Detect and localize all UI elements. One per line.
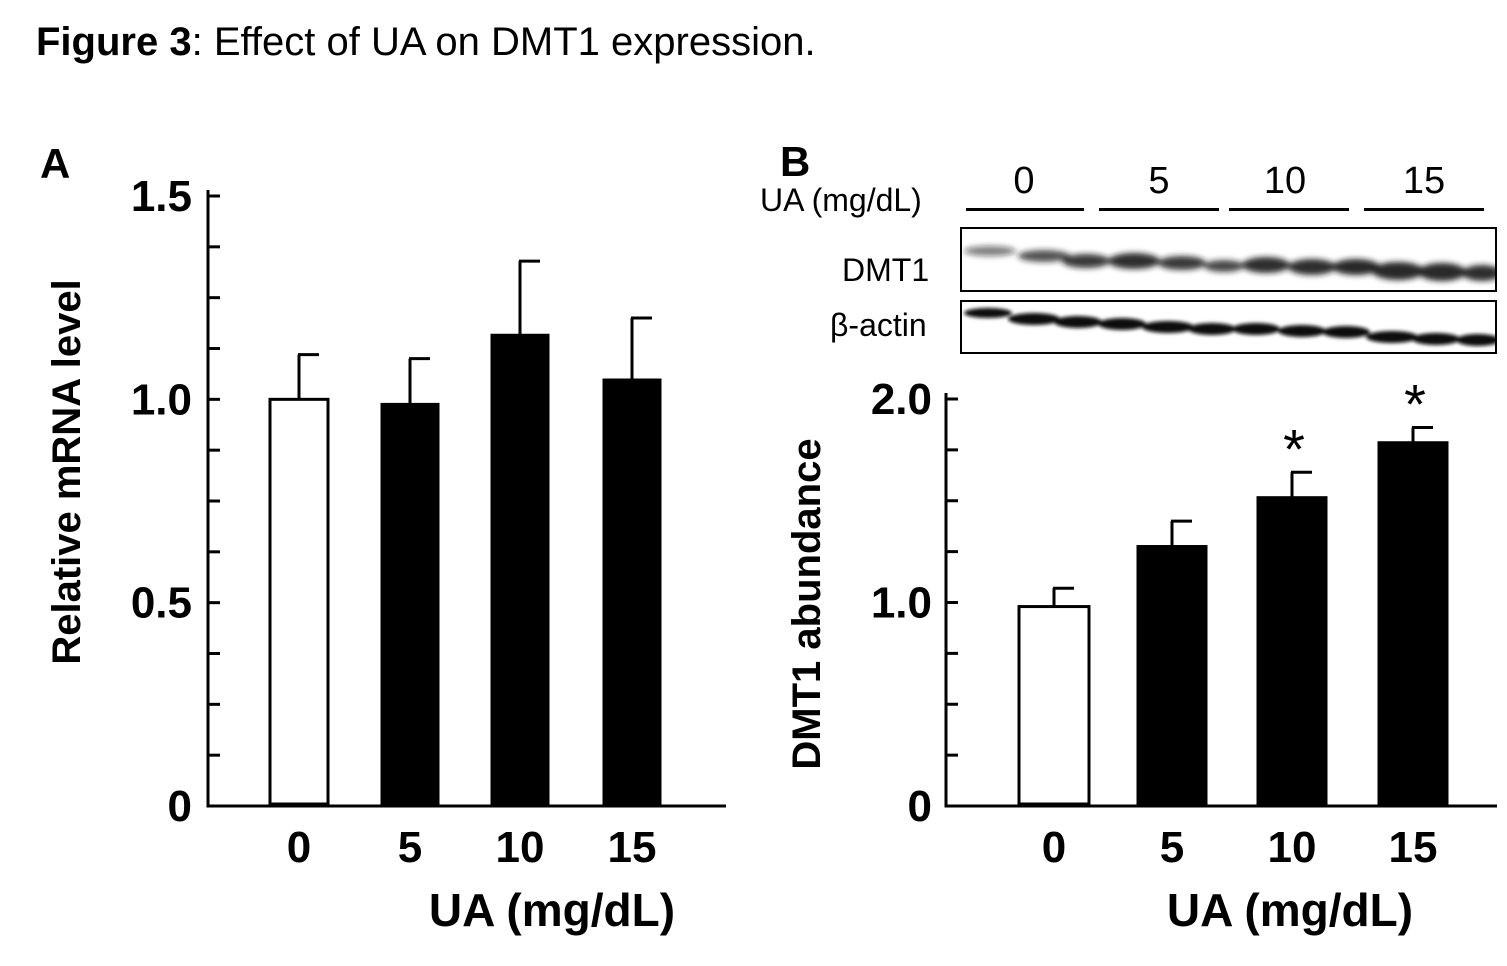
chart-a-y-tick-label: 1.5 <box>131 172 192 221</box>
chart-a-bar <box>268 397 330 806</box>
chart-b-x-axis-label: UA (mg/dL) <box>1167 884 1413 936</box>
chart-b-x-tick-label: 5 <box>1160 823 1184 872</box>
chart-b-bar <box>1377 441 1449 805</box>
figure-caption: : Effect of UA on DMT1 expression. <box>191 20 816 64</box>
chart-b-significance-mark: * <box>1404 372 1426 435</box>
actin-blot-image <box>960 300 1497 354</box>
blot-row-label-dmt1: DMT1 <box>842 252 930 288</box>
blot-lane-label-0: 0 <box>1013 160 1035 202</box>
dmt1-bands <box>964 246 1495 281</box>
blot-lane-line-15 <box>1364 208 1484 211</box>
blot-lane-line-0 <box>966 208 1084 211</box>
chart-a-y-axis-label: Relative mRNA level <box>45 279 89 664</box>
blot-lane-label-5: 5 <box>1148 160 1170 202</box>
blot-treatment-label: UA (mg/dL) <box>760 182 922 218</box>
blot-lane-label-15: 15 <box>1402 160 1446 202</box>
chart-a-y-tick-label: 1.0 <box>131 375 192 424</box>
chart-b-y-tick-label: 0 <box>908 782 932 831</box>
chart-a-x-tick-label: 5 <box>398 823 422 872</box>
chart-b-y-axis-label: DMT1 abundance <box>785 438 829 769</box>
chart-b-bar <box>1017 605 1091 806</box>
blot-row-label-actin: β-actin <box>830 307 927 343</box>
chart-b-x-tick-label: 0 <box>1042 823 1066 872</box>
chart-a-bar <box>602 378 662 805</box>
chart-a-x-tick-label: 10 <box>496 823 545 872</box>
figure-label: Figure 3 <box>36 20 192 64</box>
actin-bands <box>964 308 1495 346</box>
dmt1-blot-image <box>960 227 1497 292</box>
blot-lane-line-10 <box>1229 208 1349 211</box>
panel-b-letter: B <box>780 138 811 185</box>
chart-a-x-tick-label: 15 <box>608 823 657 872</box>
chart-a-y-tick-label: 0 <box>168 782 192 831</box>
blot-lane-line-5 <box>1099 208 1219 211</box>
chart-b-x-tick-label: 15 <box>1389 823 1438 872</box>
chart-a-x-tick-label: 0 <box>287 823 311 872</box>
chart-b-bar <box>1136 545 1208 805</box>
chart-b-bar <box>1256 496 1328 805</box>
chart-a-bar <box>380 402 440 805</box>
chart-b-x-tick-label: 10 <box>1268 823 1317 872</box>
panel-a-letter: A <box>40 140 71 187</box>
chart-b-significance-mark: * <box>1283 417 1305 480</box>
blot-lane-label-10: 10 <box>1263 160 1307 202</box>
figure-title: Figure 3: Effect of UA on DMT1 expressio… <box>36 20 816 65</box>
chart-a-bar <box>490 333 550 805</box>
chart-a-y-tick-label: 0.5 <box>131 579 192 628</box>
chart-a-x-axis-label: UA (mg/dL) <box>429 884 675 936</box>
chart-b-y-tick-label: 1.0 <box>871 579 932 628</box>
chart-b-y-tick-label: 2.0 <box>871 375 932 424</box>
